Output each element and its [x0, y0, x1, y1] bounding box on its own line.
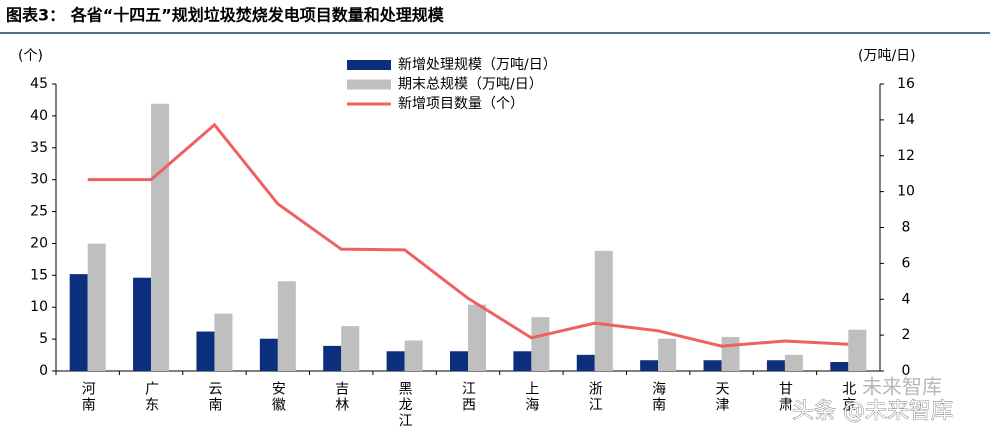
bar	[87, 243, 106, 371]
bar	[594, 250, 613, 371]
bar	[830, 362, 849, 371]
y-axis-label: (个)	[18, 48, 43, 64]
y-tick-label: 20	[30, 235, 48, 251]
bar	[341, 326, 360, 371]
bar	[404, 340, 423, 371]
y2-tick-label: 0	[902, 363, 911, 379]
watermark: 头条 @未来智库	[792, 399, 953, 424]
y2-tick-label: 4	[902, 291, 911, 307]
bar	[766, 360, 785, 371]
bar	[468, 304, 486, 371]
bar	[703, 360, 722, 371]
legend-swatch	[347, 79, 391, 90]
bar	[640, 360, 659, 371]
bar	[259, 338, 278, 371]
y2-tick-label: 10	[897, 184, 915, 200]
y-tick-label: 40	[30, 108, 48, 124]
bar	[513, 351, 532, 371]
line	[87, 122, 849, 348]
bar	[386, 351, 405, 371]
bar	[151, 103, 170, 371]
bar	[214, 313, 233, 371]
x-tick-label: 广东	[143, 381, 159, 413]
bar	[531, 317, 550, 371]
bar	[69, 274, 88, 371]
legend-label: 期末总规模（万吨/日）	[398, 77, 543, 93]
bar	[658, 338, 677, 371]
y-tick-label: 35	[30, 140, 48, 156]
bar	[848, 329, 867, 371]
bar	[576, 354, 595, 371]
y-tick-label: 0	[39, 363, 48, 379]
y2-tick-label: 8	[902, 220, 911, 236]
x-tick-label: 北京	[840, 381, 856, 413]
y2-tick-label: 16	[897, 76, 915, 92]
y2-tick-label: 12	[897, 148, 915, 164]
legend-label: 新增处理规模（万吨/日）	[398, 57, 557, 73]
chart-title: 图表3： 各省“十四五”规划垃圾焚烧发电项目数量和处理规模	[6, 6, 445, 25]
x-tick-label: 海南	[650, 381, 666, 413]
x-tick-label: 吉林	[333, 381, 349, 413]
y2-tick-label: 2	[902, 327, 911, 343]
y-tick-label: 10	[30, 299, 48, 315]
y2-axis-label: (万吨/日)	[858, 48, 916, 64]
x-tick-label: 天津	[714, 381, 730, 413]
bar	[277, 281, 296, 371]
y2-tick-label: 14	[897, 112, 915, 128]
legend-label: 新增项目数量（个）	[398, 96, 524, 112]
y-tick-label: 30	[30, 172, 48, 188]
bar	[323, 345, 342, 371]
bar	[196, 331, 215, 371]
x-tick-label: 河南	[80, 381, 96, 413]
bar	[721, 336, 740, 371]
y-tick-label: 15	[30, 267, 48, 283]
watermark-logo: 未来智库	[862, 375, 942, 399]
bar	[133, 277, 152, 371]
y-tick-label: 5	[39, 331, 48, 347]
x-tick-label: 黑龙江	[397, 381, 413, 429]
y2-tick-label: 6	[902, 255, 911, 271]
x-tick-label: 上海	[523, 381, 539, 413]
x-tick-label: 江西	[460, 381, 476, 413]
x-tick-label: 浙江	[587, 381, 603, 413]
bar	[784, 354, 803, 371]
y-tick-label: 45	[30, 76, 48, 92]
bar	[450, 351, 468, 371]
x-tick-label: 安徽	[270, 381, 286, 413]
x-tick-label: 甘肃	[777, 381, 793, 413]
legend-swatch	[347, 60, 391, 70]
x-tick-label: 云南	[206, 381, 222, 413]
y-tick-label: 25	[30, 204, 48, 220]
